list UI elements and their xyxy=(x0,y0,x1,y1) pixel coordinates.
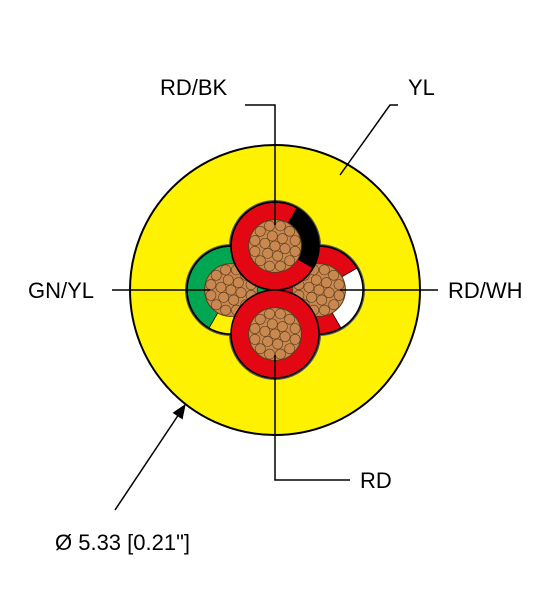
label-text-rd_bk: RD/BK xyxy=(160,75,228,100)
label-diameter: Ø 5.33 [0.21"] xyxy=(55,405,190,555)
label-text-rd_wh: RD/WH xyxy=(448,278,523,303)
label-text-gn_yl: GN/YL xyxy=(28,278,94,303)
cable-cross-section-diagram: RD/BK YL GN/YL RD/WH RD Ø 5.33 [0.21"] xyxy=(28,75,523,555)
label-text-yl: YL xyxy=(408,75,435,100)
label-yl: YL xyxy=(340,75,435,175)
label-text-rd: RD xyxy=(360,468,392,493)
label-text-diameter: Ø 5.33 [0.21"] xyxy=(55,530,190,555)
